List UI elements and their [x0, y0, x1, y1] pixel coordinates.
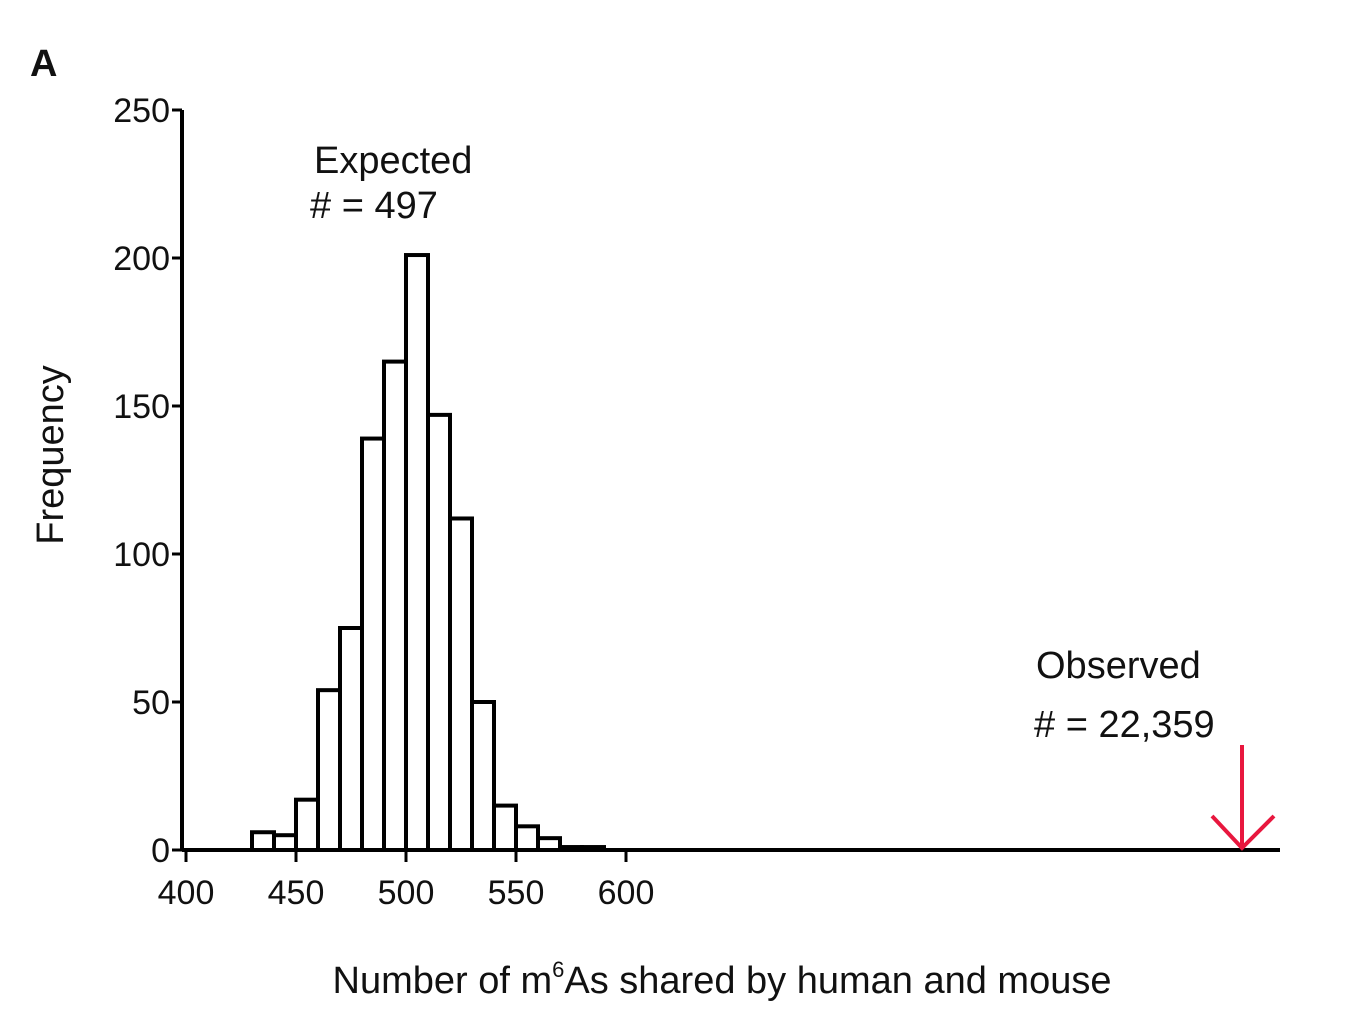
y-tick-label: 200	[113, 240, 170, 278]
histogram-bars	[250, 253, 606, 853]
panel-label: A	[30, 43, 57, 85]
observed-annotation-value: # = 22,359	[1034, 704, 1215, 746]
x-axis-label: Number of m6As shared by human and mouse	[333, 957, 1112, 1002]
y-tick-label: 50	[132, 684, 170, 722]
histogram-bar	[316, 688, 342, 852]
y-tick-label: 100	[113, 536, 170, 574]
histogram-bar	[338, 626, 364, 852]
y-tick-label: 250	[113, 92, 170, 130]
x-tick-label: 500	[378, 874, 435, 912]
y-axis-ticks: 0 50 100 150 200 250	[113, 92, 182, 870]
histogram-bar	[360, 436, 386, 852]
x-axis-ticks: 400 450 500 550 600	[158, 850, 655, 912]
histogram-bar	[382, 359, 408, 852]
observed-annotation-title: Observed	[1036, 645, 1201, 687]
x-tick-label: 400	[158, 874, 215, 912]
y-tick-label: 150	[113, 388, 170, 426]
histogram-bar	[492, 803, 518, 852]
observed-arrow	[1210, 745, 1276, 851]
observed-arrow-head	[1210, 814, 1276, 851]
y-tick-label: 0	[151, 832, 170, 870]
x-axis-label-superscript: 6	[552, 957, 564, 982]
histogram-bar	[294, 797, 320, 852]
histogram-bar	[448, 516, 474, 852]
x-axis-label-part-1: Number of m	[333, 960, 553, 1002]
histogram-bar	[470, 700, 496, 852]
x-axis-label-part-2: As shared by human and mouse	[564, 960, 1111, 1002]
y-axis-label: Frequency	[30, 365, 72, 545]
x-tick-label: 550	[488, 874, 545, 912]
histogram-bar	[404, 253, 430, 853]
histogram-bar	[514, 824, 540, 853]
histogram-bar	[426, 412, 452, 852]
histogram-bar	[272, 833, 298, 853]
histogram-bar	[250, 830, 276, 852]
expected-annotation-title: Expected	[314, 140, 472, 182]
x-tick-label: 600	[598, 874, 655, 912]
x-tick-label: 450	[268, 874, 325, 912]
expected-annotation-value: # = 497	[310, 185, 438, 227]
